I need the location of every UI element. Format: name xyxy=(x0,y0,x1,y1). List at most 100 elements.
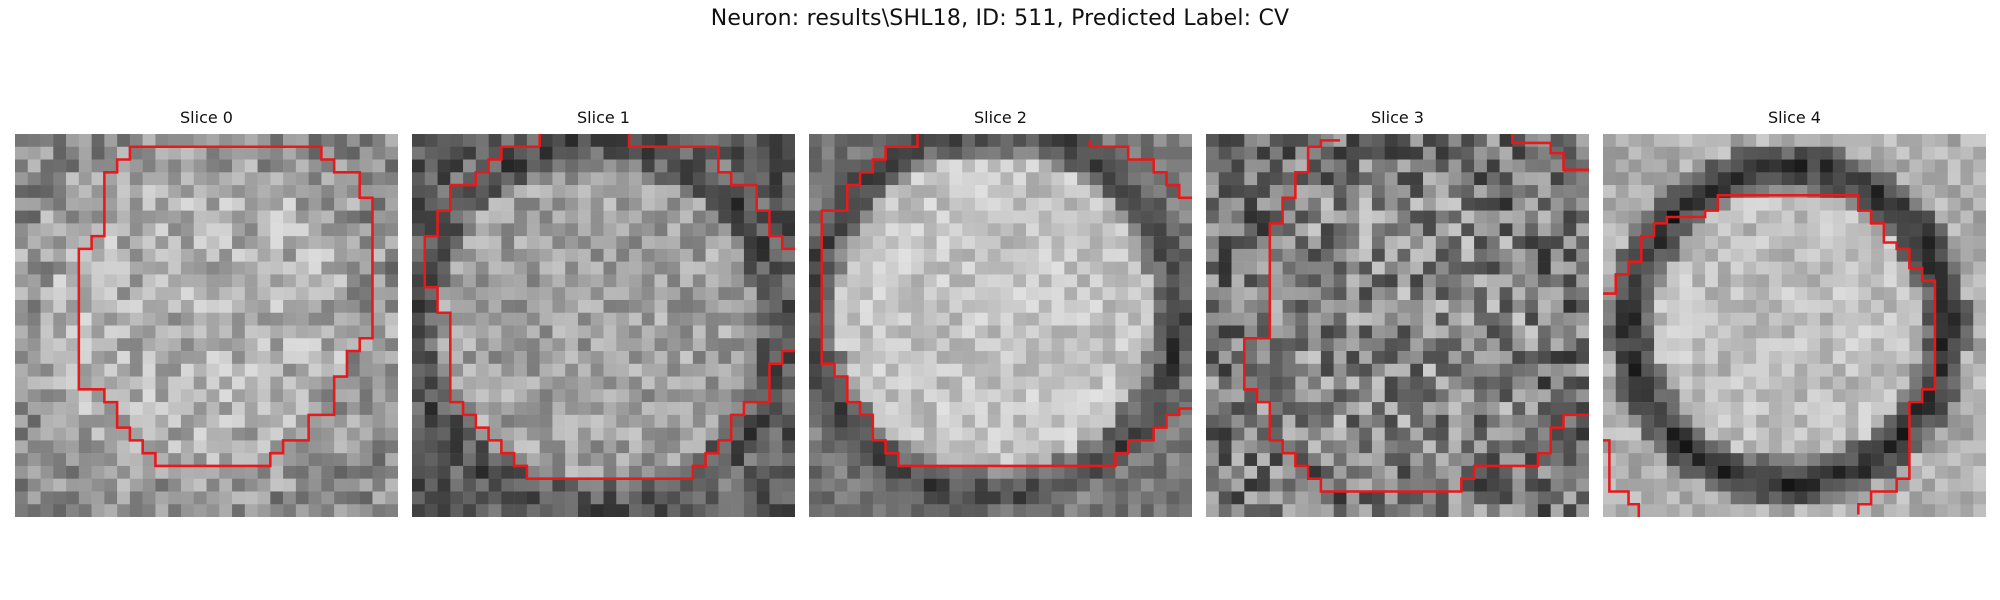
pixel xyxy=(1026,389,1040,403)
pixel-grid xyxy=(1603,134,1986,517)
pixel xyxy=(168,134,182,148)
pixel xyxy=(1384,185,1398,199)
pixel xyxy=(437,299,451,313)
pixel xyxy=(1320,287,1334,301)
pixel xyxy=(1282,248,1296,262)
pixel xyxy=(1883,504,1897,517)
pixel xyxy=(847,197,861,211)
pixel xyxy=(705,402,719,416)
pixel xyxy=(117,134,131,148)
pixel xyxy=(1641,172,1655,186)
pixel xyxy=(1883,402,1897,416)
pixel xyxy=(334,274,348,288)
pixel xyxy=(437,248,451,262)
pixel xyxy=(1743,299,1757,313)
pixel xyxy=(1820,236,1834,250)
pixel xyxy=(385,478,398,492)
pixel xyxy=(1038,427,1052,441)
pixel xyxy=(359,453,373,467)
pixel xyxy=(1654,402,1668,416)
pixel xyxy=(1550,389,1564,403)
pixel xyxy=(219,504,233,517)
pixel xyxy=(53,414,67,428)
pixel xyxy=(1269,134,1283,148)
pixel xyxy=(782,312,795,326)
pixel xyxy=(219,414,233,428)
pixel xyxy=(911,248,925,262)
pixel xyxy=(1486,146,1500,160)
pixel xyxy=(1717,159,1731,173)
pixel xyxy=(346,414,360,428)
pixel xyxy=(1461,248,1475,262)
pixel xyxy=(872,440,886,454)
pixel xyxy=(1781,172,1795,186)
pixel xyxy=(1000,261,1014,275)
pixel xyxy=(911,210,925,224)
pixel xyxy=(1666,146,1680,160)
pixel xyxy=(1423,134,1437,148)
contour-outline xyxy=(1243,134,1589,493)
pixel xyxy=(450,351,464,365)
pixel xyxy=(1730,223,1744,237)
pixel xyxy=(155,465,169,479)
pixel xyxy=(1153,351,1167,365)
pixel xyxy=(1435,287,1449,301)
pixel xyxy=(244,287,258,301)
pixel xyxy=(949,414,963,428)
pixel xyxy=(1257,197,1271,211)
pixel xyxy=(180,210,194,224)
pixel xyxy=(1499,478,1513,492)
pixel xyxy=(552,248,566,262)
pixel xyxy=(514,453,528,467)
pixel xyxy=(539,159,553,173)
figure-title: Neuron: results\SHL18, ID: 511, Predicte… xyxy=(710,6,1290,31)
pixel xyxy=(1320,363,1334,377)
pixel xyxy=(1537,248,1551,262)
pixel xyxy=(603,504,617,517)
pixel xyxy=(616,491,630,505)
pixel xyxy=(1257,478,1271,492)
pixel xyxy=(1244,478,1258,492)
pixel xyxy=(1486,248,1500,262)
pixel xyxy=(885,134,899,148)
pixel xyxy=(180,185,194,199)
pixel xyxy=(1820,427,1834,441)
pixel xyxy=(1756,363,1770,377)
pixel xyxy=(450,414,464,428)
pixel xyxy=(1641,197,1655,211)
pixel xyxy=(450,376,464,390)
pixel xyxy=(1896,491,1910,505)
pixel xyxy=(1102,389,1116,403)
pixel xyxy=(974,504,988,517)
pixel xyxy=(1820,504,1834,517)
pixel xyxy=(437,185,451,199)
pixel xyxy=(1730,389,1744,403)
pixel xyxy=(603,453,617,467)
pixel xyxy=(155,210,169,224)
pixel xyxy=(974,185,988,199)
pixel xyxy=(1730,159,1744,173)
pixel xyxy=(1423,376,1437,390)
pixel xyxy=(769,185,783,199)
pixel xyxy=(718,325,732,339)
pixel xyxy=(437,491,451,505)
pixel xyxy=(1013,414,1027,428)
pixel xyxy=(155,274,169,288)
pixel xyxy=(1858,402,1872,416)
pixel xyxy=(1448,389,1462,403)
pixel xyxy=(437,223,451,237)
pixel xyxy=(1435,223,1449,237)
pixel xyxy=(104,261,118,275)
pixel xyxy=(437,376,451,390)
pixel xyxy=(270,389,284,403)
pixel xyxy=(641,453,655,467)
pixel xyxy=(1102,287,1116,301)
pixel xyxy=(232,389,246,403)
pixel xyxy=(1909,338,1923,352)
pixel xyxy=(705,210,719,224)
pixel xyxy=(488,146,502,160)
pixel xyxy=(1089,210,1103,224)
pixel xyxy=(1960,376,1974,390)
pixel xyxy=(450,427,464,441)
pixel xyxy=(1269,248,1283,262)
